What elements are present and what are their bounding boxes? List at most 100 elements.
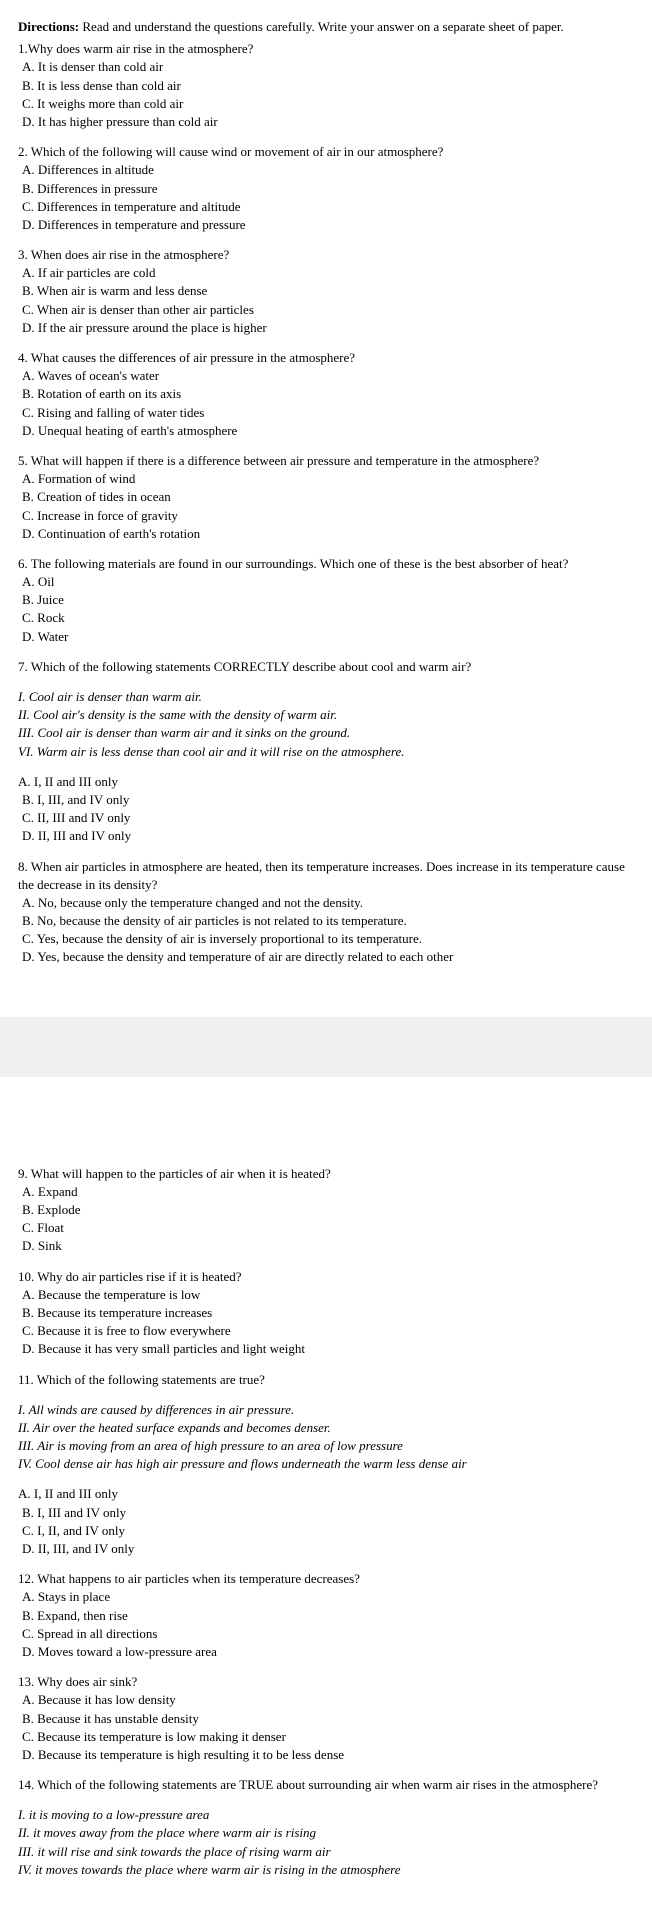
question-text: 8. When air particles in atmosphere are … bbox=[18, 858, 634, 894]
option-b: B. No, because the density of air partic… bbox=[18, 912, 634, 930]
option-d: D. Differences in temperature and pressu… bbox=[18, 216, 634, 234]
question-2: 2. Which of the following will cause win… bbox=[18, 143, 634, 234]
option-a: A. No, because only the temperature chan… bbox=[18, 894, 634, 912]
option-b: B. Creation of tides in ocean bbox=[18, 488, 634, 506]
option-c: C. Because it is free to flow everywhere bbox=[18, 1322, 634, 1340]
option-b: B. Rotation of earth on its axis bbox=[18, 385, 634, 403]
option-a: A. Oil bbox=[18, 573, 634, 591]
option-d: D. If the air pressure around the place … bbox=[18, 319, 634, 337]
question-14: 14. Which of the following statements ar… bbox=[18, 1776, 634, 1879]
directions: Directions: Read and understand the ques… bbox=[18, 18, 634, 36]
statement-1: I. it is moving to a low-pressure area bbox=[18, 1806, 634, 1824]
statement-2: II. it moves away from the place where w… bbox=[18, 1824, 634, 1842]
option-c: C. Spread in all directions bbox=[18, 1625, 634, 1643]
question-text: 10. Why do air particles rise if it is h… bbox=[18, 1268, 634, 1286]
statement-4: IV. it moves towards the place where war… bbox=[18, 1861, 634, 1879]
option-d: D. Because its temperature is high resul… bbox=[18, 1746, 634, 1764]
option-d: D. It has higher pressure than cold air bbox=[18, 113, 634, 131]
question-7: 7. Which of the following statements COR… bbox=[18, 658, 634, 846]
question-text: 12. What happens to air particles when i… bbox=[18, 1570, 634, 1588]
option-d: D. II, III and IV only bbox=[18, 827, 634, 845]
question-text: 3. When does air rise in the atmosphere? bbox=[18, 246, 634, 264]
option-d: D. II, III, and IV only bbox=[18, 1540, 634, 1558]
option-a: A. I, II and III only bbox=[18, 1485, 634, 1503]
question-text: 7. Which of the following statements COR… bbox=[18, 658, 634, 676]
directions-text: Read and understand the questions carefu… bbox=[79, 19, 564, 34]
question-text: 9. What will happen to the particles of … bbox=[18, 1165, 634, 1183]
option-c: C. Rock bbox=[18, 609, 634, 627]
option-a: A. Because it has low density bbox=[18, 1691, 634, 1709]
option-a: A. Because the temperature is low bbox=[18, 1286, 634, 1304]
option-d: D. Continuation of earth's rotation bbox=[18, 525, 634, 543]
question-4: 4. What causes the differences of air pr… bbox=[18, 349, 634, 440]
option-a: A. If air particles are cold bbox=[18, 264, 634, 282]
question-text: 4. What causes the differences of air pr… bbox=[18, 349, 634, 367]
option-b: B. When air is warm and less dense bbox=[18, 282, 634, 300]
statement-2: II. Air over the heated surface expands … bbox=[18, 1419, 634, 1437]
page-2: 9. What will happen to the particles of … bbox=[0, 1097, 652, 1921]
option-d: D. Water bbox=[18, 628, 634, 646]
page-1: Directions: Read and understand the ques… bbox=[0, 0, 652, 997]
option-c: C. Differences in temperature and altitu… bbox=[18, 198, 634, 216]
option-a: A. Differences in altitude bbox=[18, 161, 634, 179]
option-b: B. I, III, and IV only bbox=[18, 791, 634, 809]
statement-1: I. Cool air is denser than warm air. bbox=[18, 688, 634, 706]
question-text: 14. Which of the following statements ar… bbox=[18, 1776, 634, 1794]
question-11: 11. Which of the following statements ar… bbox=[18, 1371, 634, 1559]
option-d: D. Yes, because the density and temperat… bbox=[18, 948, 634, 966]
option-b: B. Differences in pressure bbox=[18, 180, 634, 198]
option-b: B. It is less dense than cold air bbox=[18, 77, 634, 95]
option-b: B. I, III and IV only bbox=[18, 1504, 634, 1522]
option-a: A. It is denser than cold air bbox=[18, 58, 634, 76]
option-a: A. I, II and III only bbox=[18, 773, 634, 791]
statement-4: IV. Cool dense air has high air pressure… bbox=[18, 1455, 634, 1473]
question-text: 2. Which of the following will cause win… bbox=[18, 143, 634, 161]
option-c: C. I, II, and IV only bbox=[18, 1522, 634, 1540]
option-c: C. Rising and falling of water tides bbox=[18, 404, 634, 422]
directions-label: Directions: bbox=[18, 19, 79, 34]
option-a: A. Stays in place bbox=[18, 1588, 634, 1606]
question-5: 5. What will happen if there is a differ… bbox=[18, 452, 634, 543]
option-c: C. Increase in force of gravity bbox=[18, 507, 634, 525]
option-b: B. Explode bbox=[18, 1201, 634, 1219]
question-13: 13. Why does air sink? A. Because it has… bbox=[18, 1673, 634, 1764]
option-c: C. Yes, because the density of air is in… bbox=[18, 930, 634, 948]
question-text: 6. The following materials are found in … bbox=[18, 555, 634, 573]
question-10: 10. Why do air particles rise if it is h… bbox=[18, 1268, 634, 1359]
statement-2: II. Cool air's density is the same with … bbox=[18, 706, 634, 724]
option-c: C. II, III and IV only bbox=[18, 809, 634, 827]
statement-4: VI. Warm air is less dense than cool air… bbox=[18, 743, 634, 761]
statements: I. Cool air is denser than warm air. II.… bbox=[18, 688, 634, 761]
option-c: C. When air is denser than other air par… bbox=[18, 301, 634, 319]
page-separator bbox=[0, 1017, 652, 1077]
option-b: B. Expand, then rise bbox=[18, 1607, 634, 1625]
question-3: 3. When does air rise in the atmosphere?… bbox=[18, 246, 634, 337]
question-8: 8. When air particles in atmosphere are … bbox=[18, 858, 634, 967]
option-c: C. Float bbox=[18, 1219, 634, 1237]
question-text: 11. Which of the following statements ar… bbox=[18, 1371, 634, 1389]
question-text: 5. What will happen if there is a differ… bbox=[18, 452, 634, 470]
question-12: 12. What happens to air particles when i… bbox=[18, 1570, 634, 1661]
option-d: D. Because it has very small particles a… bbox=[18, 1340, 634, 1358]
option-d: D. Unequal heating of earth's atmosphere bbox=[18, 422, 634, 440]
option-a: A. Waves of ocean's water bbox=[18, 367, 634, 385]
statement-3: III. Air is moving from an area of high … bbox=[18, 1437, 634, 1455]
option-a: A. Formation of wind bbox=[18, 470, 634, 488]
question-6: 6. The following materials are found in … bbox=[18, 555, 634, 646]
statements: I. All winds are caused by differences i… bbox=[18, 1401, 634, 1474]
statements: I. it is moving to a low-pressure area I… bbox=[18, 1806, 634, 1879]
option-b: B. Because its temperature increases bbox=[18, 1304, 634, 1322]
option-b: B. Juice bbox=[18, 591, 634, 609]
option-d: D. Sink bbox=[18, 1237, 634, 1255]
statement-3: III. Cool air is denser than warm air an… bbox=[18, 724, 634, 742]
option-b: B. Because it has unstable density bbox=[18, 1710, 634, 1728]
question-text: 13. Why does air sink? bbox=[18, 1673, 634, 1691]
question-9: 9. What will happen to the particles of … bbox=[18, 1165, 634, 1256]
option-c: C. Because its temperature is low making… bbox=[18, 1728, 634, 1746]
option-d: D. Moves toward a low-pressure area bbox=[18, 1643, 634, 1661]
statement-1: I. All winds are caused by differences i… bbox=[18, 1401, 634, 1419]
question-1: 1.Why does warm air rise in the atmosphe… bbox=[18, 40, 634, 131]
option-a: A. Expand bbox=[18, 1183, 634, 1201]
option-c: C. It weighs more than cold air bbox=[18, 95, 634, 113]
question-text: 1.Why does warm air rise in the atmosphe… bbox=[18, 40, 634, 58]
